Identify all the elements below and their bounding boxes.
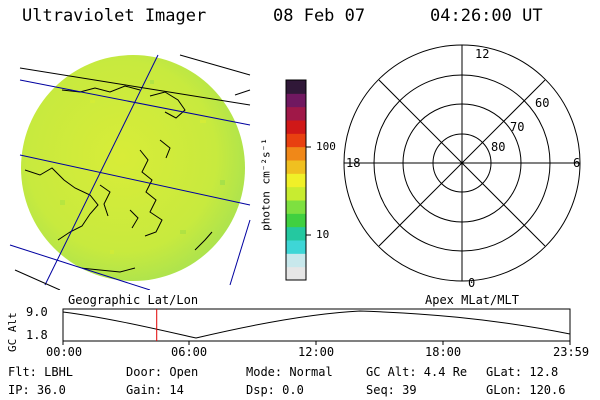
instrument-title: Ultraviolet Imager — [22, 6, 207, 26]
glon-info: GLon: 120.6 — [486, 383, 566, 397]
timeline-ytick-9: 9.0 — [26, 305, 48, 319]
globe-disc — [21, 55, 245, 281]
colorbar-segment — [286, 93, 306, 108]
mlt-label-6: 6 — [573, 156, 581, 170]
colorbar-segment — [286, 266, 306, 281]
gc-alt-info: GC Alt: 4.4 Re — [366, 365, 468, 379]
dsp-info: Dsp: 0.0 — [246, 383, 304, 397]
timeline-xtick-1800: 18:00 — [425, 345, 462, 359]
geographic-label: Geographic Lat/Lon — [68, 293, 199, 307]
colorbar-segment — [286, 146, 306, 161]
time-label: 04:26:00 UT — [430, 6, 543, 26]
mlat-label-70: 70 — [510, 120, 525, 134]
color-bar — [285, 79, 311, 281]
colorbar-segment — [286, 240, 306, 254]
colorbar-segment — [286, 106, 306, 121]
mlat-label-80: 80 — [491, 140, 506, 154]
gain-info: Gain: 14 — [126, 383, 184, 397]
colorbar-segment — [286, 213, 306, 228]
timeline-xtick-1200: 12:00 — [298, 345, 335, 359]
date-label: 08 Feb 07 — [273, 6, 366, 26]
colorbar-segment — [286, 120, 306, 134]
ip-info: IP: 36.0 — [8, 383, 66, 397]
glat-info: GLat: 12.8 — [486, 365, 559, 379]
colorbar-segment — [286, 200, 306, 214]
colorbar-segment — [286, 253, 306, 268]
mlt-label-0: 0 — [468, 276, 476, 290]
colorbar-tick-label-10: 10 — [316, 228, 330, 241]
mode-info: Mode: Normal — [246, 365, 333, 379]
door-info: Door: Open — [126, 365, 199, 379]
mlt-label-12: 12 — [475, 47, 490, 61]
seq-info: Seq: 39 — [366, 383, 417, 397]
mlat-label-60: 60 — [535, 96, 550, 110]
colorbar-segment — [286, 133, 306, 148]
filter-info: Flt: LBHL — [8, 365, 74, 379]
timeline-xtick-2359: 23:59 — [553, 345, 590, 359]
timeline-ytick-1-8: 1.8 — [26, 328, 48, 342]
colorbar-segment — [286, 173, 306, 188]
mlt-label-18: 18 — [346, 156, 361, 170]
colorbar-segment — [286, 226, 306, 241]
colorbar-segment — [286, 186, 306, 201]
timeline-ylabel: GC Alt — [6, 312, 19, 352]
apex-label: Apex MLat/MLT — [425, 293, 519, 307]
colorbar-tick-label-100: 100 — [316, 140, 336, 153]
colorbar-segment — [286, 80, 306, 94]
timeline-xtick-0600: 06:00 — [171, 345, 208, 359]
timeline-xtick-0000: 00:00 — [46, 345, 83, 359]
colorbar-segment — [286, 160, 306, 174]
